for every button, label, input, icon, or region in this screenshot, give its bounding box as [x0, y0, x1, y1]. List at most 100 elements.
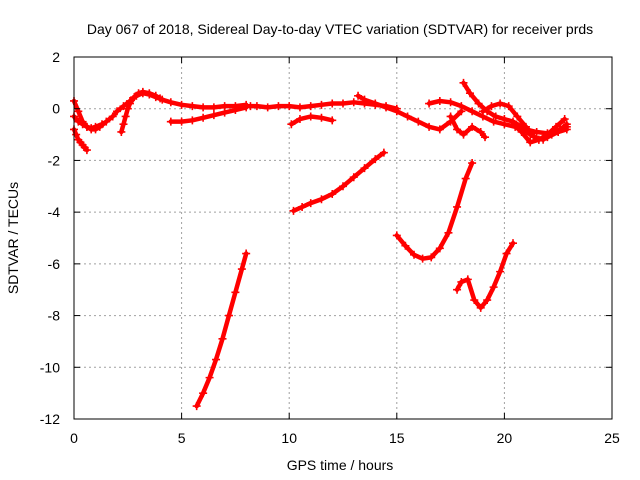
axis-ticks: [73, 56, 613, 420]
series-track-8: [287, 112, 337, 129]
x-tick-label: 0: [70, 430, 78, 446]
data-point: [108, 112, 117, 121]
series-line: [394, 160, 475, 261]
data-point: [562, 120, 571, 129]
series-track-4: [117, 87, 165, 136]
data-point: [371, 99, 380, 108]
data-point: [418, 254, 427, 263]
data-point: [489, 117, 498, 126]
y-tick-labels: -12 -10 -8 -6 -4 -2 0 2: [40, 49, 60, 427]
data-point: [209, 111, 218, 120]
data-point: [543, 130, 552, 139]
data-point: [476, 127, 485, 136]
y-tick-label: 2: [52, 49, 60, 65]
data-point: [534, 135, 543, 144]
series-track-15: [446, 112, 490, 142]
data-point: [224, 311, 233, 320]
series-track-13: [453, 239, 518, 312]
data-point: [521, 122, 530, 131]
data-point: [491, 112, 500, 121]
data-point: [382, 103, 391, 112]
data-point: [134, 89, 143, 98]
data-point: [349, 98, 358, 107]
data-point: [121, 112, 130, 121]
data-point: [306, 112, 315, 121]
series-track-5: [166, 103, 251, 126]
data-point: [125, 99, 134, 108]
series-line: [291, 150, 387, 214]
data-point: [82, 122, 91, 131]
x-tick-labels: 0 5 10 15 20 25: [70, 430, 620, 446]
data-point: [453, 125, 462, 134]
data-point: [317, 100, 326, 109]
x-tick-label: 15: [389, 430, 405, 446]
data-point: [425, 99, 434, 108]
data-series: [70, 78, 571, 411]
series-track-6: [192, 249, 251, 411]
data-point: [285, 102, 294, 111]
data-point: [130, 93, 139, 102]
data-point: [461, 174, 470, 183]
data-point: [509, 239, 518, 248]
data-point: [435, 244, 444, 253]
series-track-11: [392, 159, 477, 263]
data-point: [435, 96, 444, 105]
data-point: [328, 116, 337, 125]
gridlines: [74, 57, 612, 419]
data-point: [457, 102, 466, 111]
data-point: [295, 115, 304, 124]
series-line: [194, 251, 249, 409]
data-point: [392, 107, 401, 116]
data-point: [500, 115, 509, 124]
plot-frame: [73, 56, 613, 420]
data-point: [166, 98, 175, 107]
data-point: [468, 107, 477, 116]
data-point: [218, 334, 227, 343]
data-point: [274, 102, 283, 111]
data-point: [360, 164, 369, 173]
data-point: [72, 130, 81, 139]
data-point: [237, 265, 246, 274]
data-point: [205, 373, 214, 382]
data-point: [212, 355, 221, 364]
data-point: [483, 296, 492, 305]
data-point: [82, 146, 91, 155]
data-point: [220, 108, 229, 117]
data-point: [496, 267, 505, 276]
series-track-17: [509, 115, 569, 147]
data-point: [328, 190, 337, 199]
x-tick-label: 10: [281, 430, 297, 446]
data-point: [474, 99, 483, 108]
data-point: [470, 296, 479, 305]
data-point: [517, 127, 526, 136]
data-point: [231, 288, 240, 297]
data-point: [465, 89, 474, 98]
data-point: [317, 195, 326, 204]
data-point: [78, 120, 87, 129]
data-point: [453, 285, 462, 294]
data-point: [188, 102, 197, 111]
data-point: [317, 113, 326, 122]
data-point: [298, 202, 307, 211]
data-point: [87, 124, 96, 133]
data-point: [252, 102, 261, 111]
data-point: [328, 99, 337, 108]
data-point: [123, 104, 132, 113]
y-tick-label: -10: [40, 359, 60, 375]
data-point: [401, 241, 410, 250]
data-point: [242, 249, 251, 258]
data-point: [502, 249, 511, 258]
data-point: [306, 199, 315, 208]
data-point: [199, 103, 208, 112]
data-point: [287, 120, 296, 129]
data-point: [476, 303, 485, 312]
data-point: [177, 100, 186, 109]
data-point: [113, 107, 122, 116]
data-point: [504, 102, 513, 111]
data-point: [481, 133, 490, 142]
data-point: [403, 112, 412, 121]
data-point: [425, 122, 434, 131]
data-point: [457, 277, 466, 286]
series-track-1: [70, 125, 91, 155]
